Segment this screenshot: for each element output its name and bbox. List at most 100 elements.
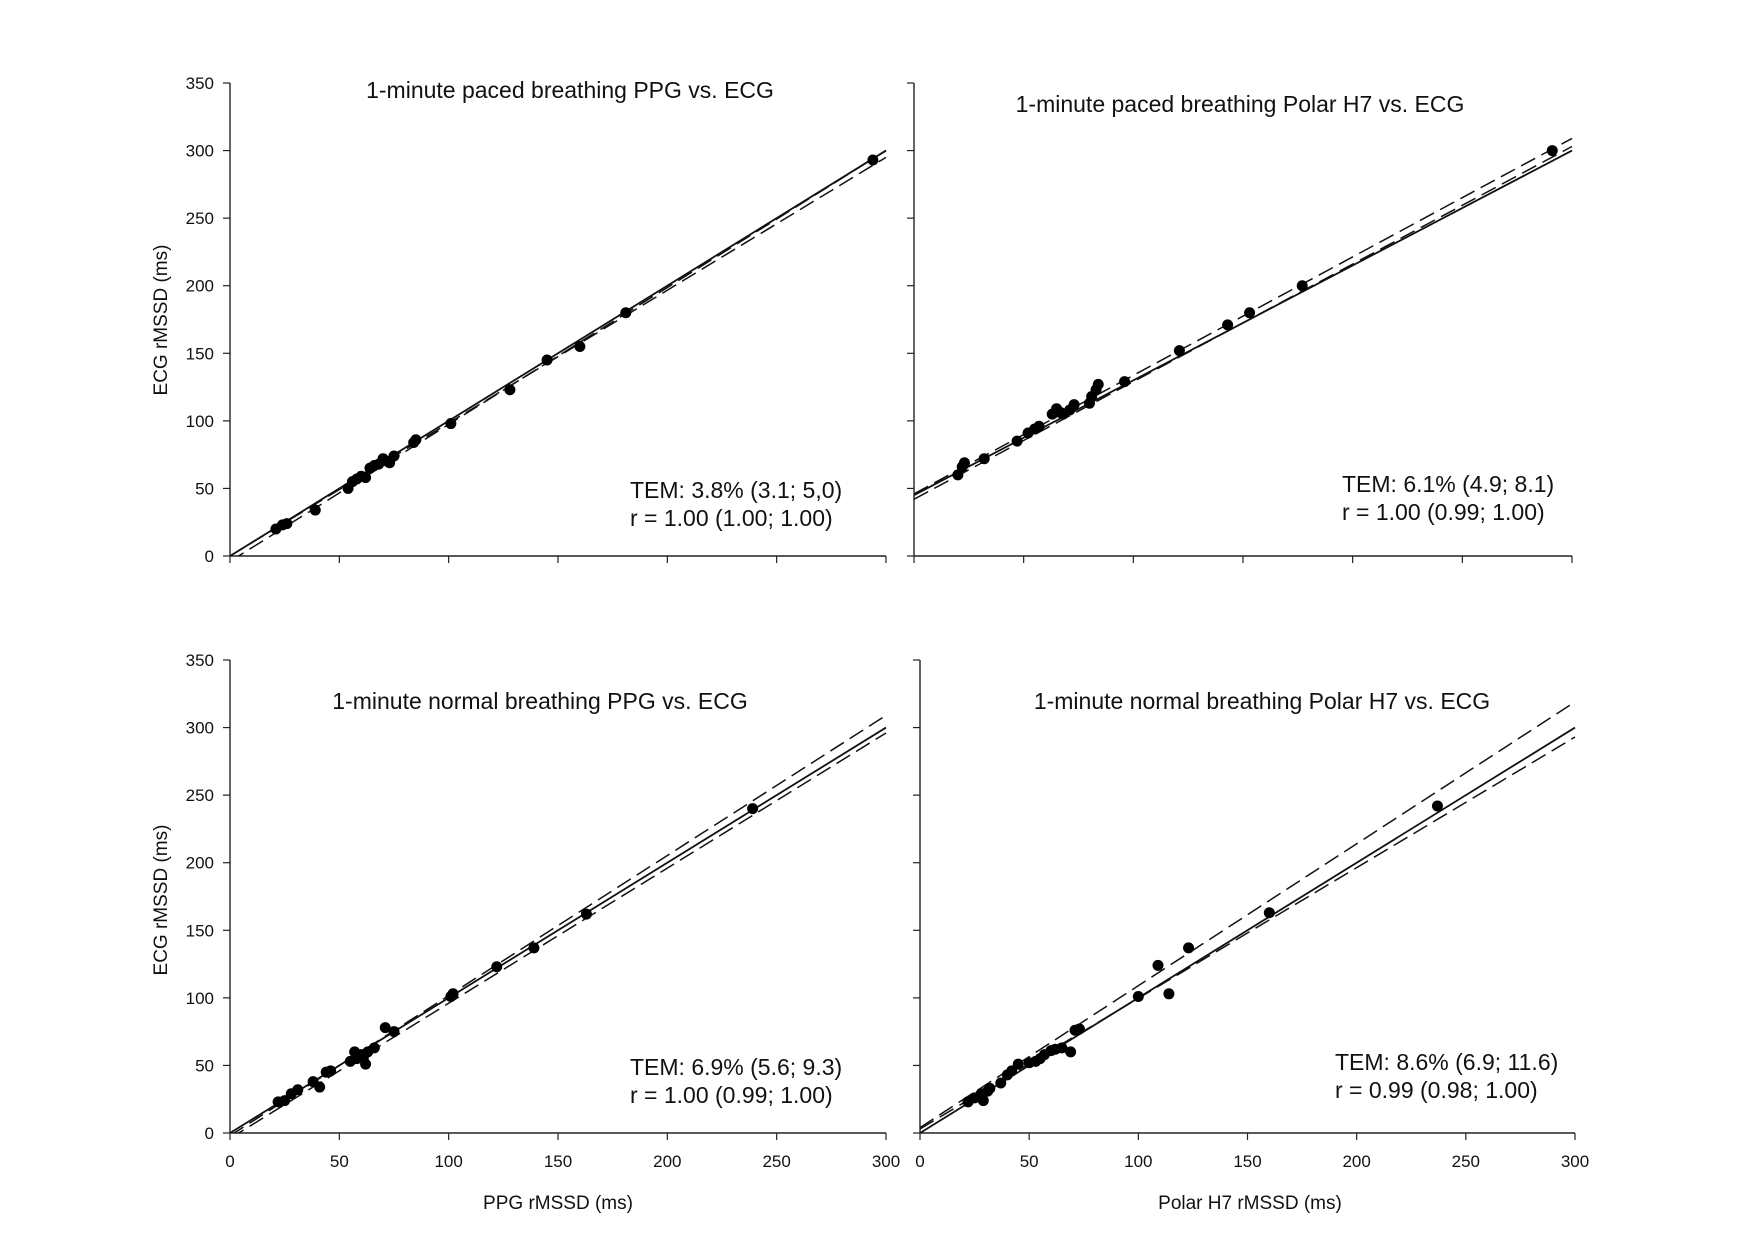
data-point bbox=[978, 453, 990, 465]
data-point bbox=[1132, 991, 1144, 1003]
x-tick-label: 0 bbox=[225, 1152, 234, 1171]
data-point bbox=[958, 457, 970, 469]
data-point bbox=[314, 1081, 326, 1093]
x-tick-label: 200 bbox=[1342, 1152, 1370, 1171]
r-stat: r = 1.00 (0.99; 1.00) bbox=[1342, 499, 1545, 525]
data-point bbox=[1006, 1065, 1018, 1077]
fit-lines bbox=[230, 149, 887, 556]
data-point bbox=[1012, 1058, 1024, 1070]
tem-stat: TEM: 6.1% (4.9; 8.1) bbox=[1342, 471, 1554, 497]
x-tick-label: 250 bbox=[1452, 1152, 1480, 1171]
data-point bbox=[388, 450, 400, 462]
panel-title: 1-minute normal breathing Polar H7 vs. E… bbox=[1034, 688, 1490, 714]
confidence-limit-line bbox=[232, 714, 887, 1133]
tem-stat: TEM: 6.9% (5.6; 9.3) bbox=[630, 1054, 842, 1080]
data-point bbox=[1119, 376, 1131, 388]
x-axis-title-right: Polar H7 rMSSD (ms) bbox=[1158, 1193, 1342, 1214]
data-point bbox=[1222, 319, 1234, 331]
data-point bbox=[528, 942, 540, 954]
x-tick-label: 50 bbox=[330, 1152, 349, 1171]
x-tick-label: 0 bbox=[915, 1152, 924, 1171]
data-point bbox=[279, 1095, 291, 1107]
data-point bbox=[504, 384, 516, 396]
data-point bbox=[1263, 907, 1275, 919]
y-tick-label: 200 bbox=[186, 854, 214, 873]
data-point bbox=[1011, 435, 1023, 447]
y-axis-title-top: ECG rMSSD (ms) bbox=[151, 245, 172, 396]
data-point bbox=[1073, 1023, 1085, 1035]
data-point bbox=[1546, 145, 1558, 157]
x-tick-label: 150 bbox=[1233, 1152, 1261, 1171]
y-tick-label: 0 bbox=[205, 1124, 214, 1143]
fit-lines bbox=[230, 714, 887, 1133]
y-tick-label: 250 bbox=[186, 209, 214, 228]
data-point bbox=[1065, 1046, 1077, 1058]
data-point bbox=[281, 518, 293, 530]
chart-panel-3: 0 50 100 150 200 250 300 350 0 50 100 150 200 250 300 1… bbox=[186, 651, 901, 1171]
data-point bbox=[580, 908, 592, 920]
data-point bbox=[1173, 345, 1185, 357]
data-point bbox=[410, 434, 422, 446]
data-point bbox=[491, 961, 503, 973]
r-stat: r = 1.00 (0.99; 1.00) bbox=[630, 1082, 833, 1108]
x-tick-label: 50 bbox=[1020, 1152, 1039, 1171]
data-point bbox=[995, 1077, 1007, 1089]
y-tick-label: 200 bbox=[186, 277, 214, 296]
data-point bbox=[447, 988, 459, 1000]
data-point bbox=[445, 418, 457, 430]
data-point bbox=[1244, 307, 1256, 319]
y-tick-label: 300 bbox=[186, 142, 214, 161]
panel-title: 1-minute normal breathing PPG vs. ECG bbox=[332, 688, 747, 714]
data-point bbox=[984, 1082, 996, 1094]
data-point bbox=[1296, 280, 1308, 292]
chart-panel-4: 0 50 100 150 200 250 300 1-minute normal breath… bbox=[913, 659, 1589, 1171]
data-point bbox=[620, 307, 632, 319]
y-axis-title-bottom: ECG rMSSD (ms) bbox=[151, 825, 172, 976]
r-stat: r = 1.00 (1.00; 1.00) bbox=[630, 505, 833, 531]
x-tick-label: 300 bbox=[872, 1152, 900, 1171]
y-tick-label: 50 bbox=[195, 479, 214, 498]
confidence-limit-line bbox=[920, 701, 1576, 1129]
data-point bbox=[747, 803, 759, 815]
data-point bbox=[1056, 1042, 1068, 1054]
data-point bbox=[360, 472, 372, 484]
y-tick-label: 350 bbox=[186, 74, 214, 93]
data-point bbox=[1068, 399, 1080, 411]
data-point bbox=[388, 1026, 400, 1038]
data-point bbox=[368, 1042, 380, 1054]
y-tick-label: 100 bbox=[186, 412, 214, 431]
data-point bbox=[1163, 988, 1175, 1000]
y-tick-label: 250 bbox=[186, 786, 214, 805]
confidence-limit-line bbox=[237, 732, 887, 1133]
x-tick-label: 250 bbox=[762, 1152, 790, 1171]
data-point bbox=[1092, 378, 1104, 390]
x-tick-label: 300 bbox=[1561, 1152, 1589, 1171]
confidence-limit-line bbox=[237, 149, 887, 556]
data-point bbox=[360, 1058, 372, 1070]
panel-title: 1-minute paced breathing PPG vs. ECG bbox=[366, 77, 774, 103]
y-tick-label: 150 bbox=[186, 344, 214, 363]
data-point bbox=[952, 469, 964, 481]
y-tick-label: 300 bbox=[186, 719, 214, 738]
data-point bbox=[977, 1095, 989, 1107]
data-point bbox=[309, 504, 321, 516]
data-point bbox=[867, 154, 879, 166]
y-tick-label: 150 bbox=[186, 921, 214, 940]
data-point bbox=[325, 1065, 337, 1077]
tem-stat: TEM: 8.6% (6.9; 11.6) bbox=[1335, 1049, 1558, 1075]
data-point bbox=[1152, 959, 1164, 971]
chart-panel-2: 1-minute paced breathing Polar H7 vs. EC… bbox=[907, 82, 1573, 563]
x-tick-label: 100 bbox=[434, 1152, 462, 1171]
regression-line bbox=[230, 149, 887, 556]
y-tick-label: 50 bbox=[195, 1056, 214, 1075]
data-point bbox=[541, 354, 553, 366]
data-point bbox=[379, 1022, 391, 1034]
data-point bbox=[292, 1084, 304, 1096]
x-axis-title-left: PPG rMSSD (ms) bbox=[483, 1193, 633, 1214]
y-tick-label: 100 bbox=[186, 989, 214, 1008]
y-tick-label: 0 bbox=[205, 547, 214, 566]
chart-panel-1: 0 50 100 150 200 250 300 350 1-minute paced brea… bbox=[186, 74, 887, 566]
x-tick-label: 100 bbox=[1124, 1152, 1152, 1171]
data-point bbox=[574, 341, 586, 353]
